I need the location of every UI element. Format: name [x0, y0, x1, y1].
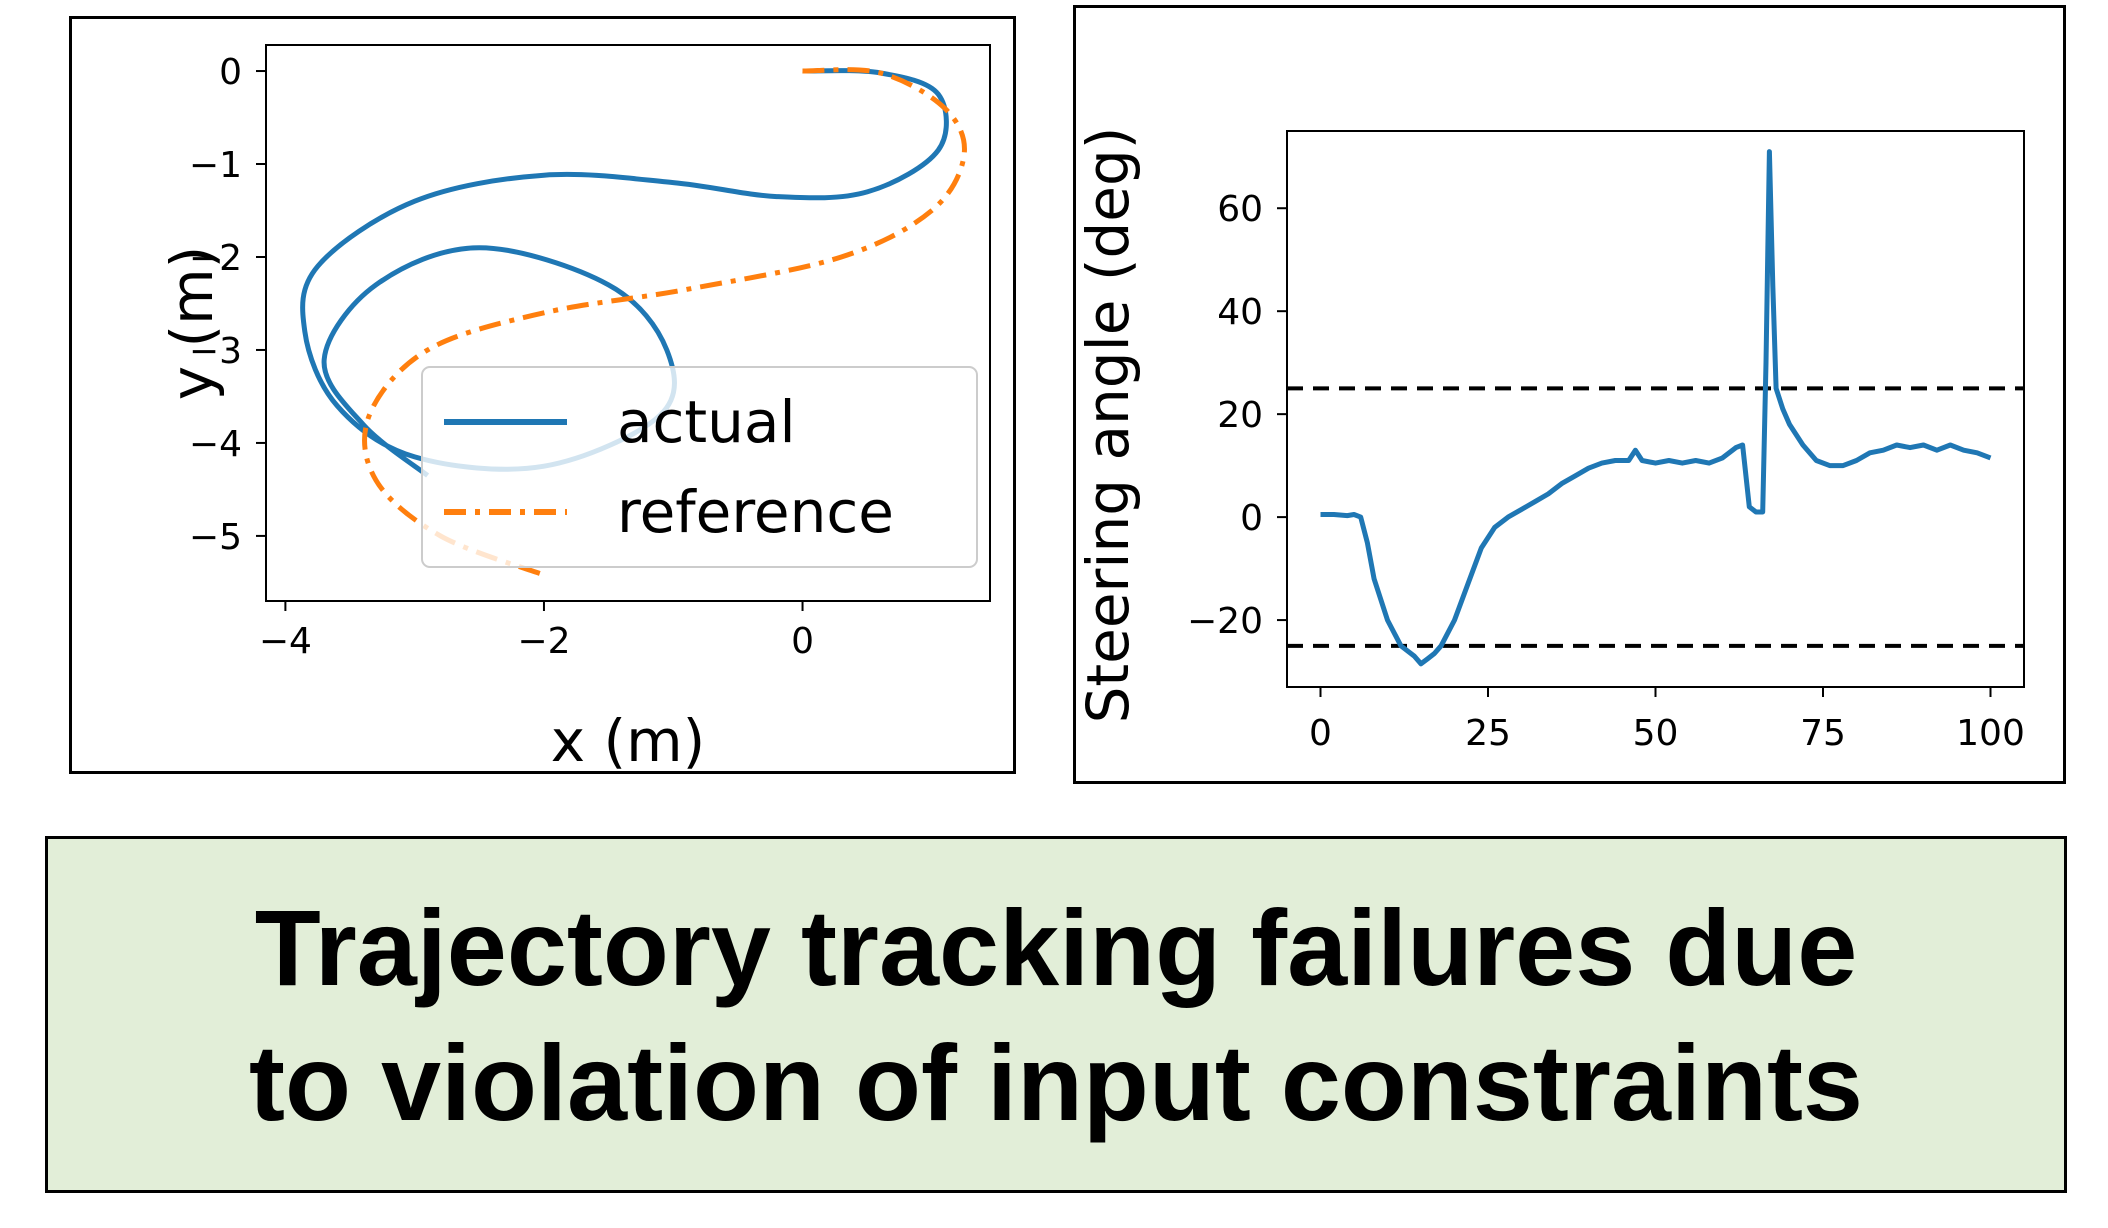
y-tick-label: −3: [189, 331, 242, 372]
x-tick-label: 0: [1309, 713, 1332, 754]
legend-label-reference: reference: [617, 478, 894, 546]
y-tick-label: 60: [1217, 189, 1263, 230]
y-tick-label: −20: [1187, 601, 1263, 642]
x-tick-label: 100: [1956, 713, 2025, 754]
plot-frame: [1286, 130, 2025, 688]
trajectory-plot: −4 −2 0 0 −1 −2 −3 −4 −5 x (m) y (m) actual referenc…: [158, 44, 991, 771]
y-axis-label: Steering angle (deg): [1076, 127, 1142, 724]
x-tick-label: 0: [791, 621, 814, 662]
legend-label-actual: actual: [617, 388, 796, 456]
x-tick-label: −2: [517, 621, 570, 662]
x-tick-label: −4: [259, 621, 312, 662]
y-tick-label: −2: [189, 238, 242, 279]
plot-frame: [265, 44, 991, 602]
steering-plot-panel: 0 25 50 75 100 60 40 20 0 −20 Steering angle (deg): [1073, 5, 2066, 784]
y-tick-label: 0: [219, 52, 242, 93]
caption-text: Trajectory tracking failures due to viol…: [249, 880, 1863, 1150]
steering-plot: 0 25 50 75 100 60 40 20 0 −20 Steering angle (deg): [1076, 127, 2025, 754]
caption-line-2: to violation of input constraints: [249, 1021, 1863, 1143]
y-tick-label: 40: [1217, 292, 1263, 333]
y-tick-label: −1: [189, 145, 242, 186]
y-tick-label: 0: [1240, 498, 1263, 539]
legend-box: [421, 366, 978, 568]
y-tick-label: −4: [189, 424, 242, 465]
caption-box: Trajectory tracking failures due to viol…: [45, 836, 2067, 1193]
series-line-reference: [362, 67, 967, 578]
y-axis-label: y (m): [158, 246, 226, 401]
steering-series-line: [1320, 149, 1992, 667]
x-tick-label: 25: [1465, 713, 1511, 754]
y-tick-label: −5: [189, 517, 242, 558]
trajectory-plot-panel: −4 −2 0 0 −1 −2 −3 −4 −5 x (m) y (m) actual referenc…: [69, 16, 1016, 774]
caption-line-1: Trajectory tracking failures due: [254, 886, 1858, 1008]
y-tick-label: 20: [1217, 395, 1263, 436]
series-line-actual: [300, 68, 949, 478]
x-axis-label: x (m): [551, 707, 706, 771]
x-tick-label: 75: [1800, 713, 1846, 754]
x-tick-label: 50: [1633, 713, 1679, 754]
